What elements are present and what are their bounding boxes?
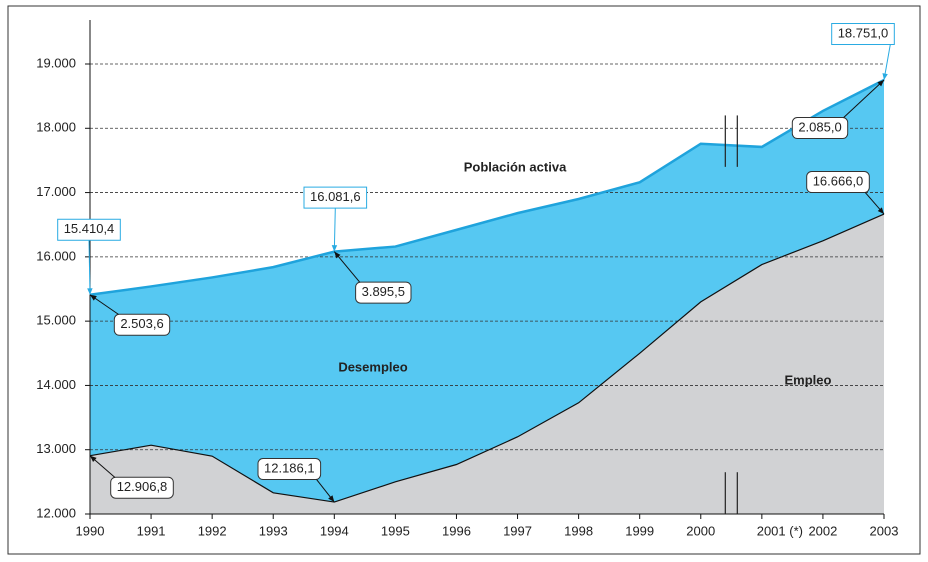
series-line <box>89 213 885 503</box>
x-tick-label: 1996 <box>442 523 471 538</box>
arrow-head <box>90 294 97 301</box>
chart-frame <box>7 5 921 555</box>
x-tick-label: 1991 <box>137 523 166 538</box>
x-tick-label: 1990 <box>76 523 105 538</box>
data-label: 15.410,4 <box>64 221 115 236</box>
area <box>90 80 884 503</box>
x-tick-label: 1998 <box>564 523 593 538</box>
label-box <box>791 117 849 140</box>
x-tick-label: 1992 <box>198 523 227 538</box>
y-tick-label: 12.000 <box>36 505 76 520</box>
x-tick-label: 1993 <box>259 523 288 538</box>
label-box <box>257 458 322 481</box>
data-label: 16.666,0 <box>813 173 864 188</box>
label-box <box>110 476 174 499</box>
data-label: 2.085,0 <box>798 119 841 134</box>
data-label: 12.906,8 <box>117 479 168 494</box>
arrow-head <box>331 245 338 252</box>
area-label: Empleo <box>785 372 832 387</box>
total-callout: 16.081,6 <box>303 186 368 252</box>
callout-arrow <box>333 208 336 252</box>
value-callout: 2.503,6 <box>89 294 171 336</box>
y-tick-label: 15.000 <box>36 313 76 328</box>
value-callout: 16.666,0 <box>806 171 885 215</box>
series-line <box>89 78 885 296</box>
value-callout: 3.895,5 <box>333 251 412 304</box>
callout-arrow <box>843 79 885 118</box>
arrow-head <box>334 251 341 259</box>
data-label: 3.895,5 <box>362 284 405 299</box>
value-callout: 12.186,1 <box>257 458 335 503</box>
value-callout: 2.085,0 <box>791 79 885 140</box>
arrow-head <box>882 73 888 81</box>
arrow-head <box>87 288 93 295</box>
y-tick-label: 18.000 <box>36 120 76 135</box>
y-tick-label: 17.000 <box>36 184 76 199</box>
data-label: 18.751,0 <box>838 25 889 40</box>
total-callout: 15.410,4 <box>57 218 121 295</box>
x-tick-label: 2001 (*) <box>757 523 803 538</box>
label-box <box>355 281 412 304</box>
x-tick-label: 2000 <box>686 523 715 538</box>
arrow-head <box>328 495 335 503</box>
callout-arrow <box>88 240 91 295</box>
data-label: 12.186,1 <box>264 460 315 475</box>
arrow-head <box>877 80 884 87</box>
label-box <box>113 313 171 336</box>
x-tick-label: 1995 <box>381 523 410 538</box>
y-tick-label: 16.000 <box>36 248 76 263</box>
data-label: 16.081,6 <box>310 189 361 204</box>
area-label: Población activa <box>464 159 567 174</box>
arrow-head <box>90 455 97 462</box>
callout-arrow <box>333 251 361 283</box>
x-tick-label: 1994 <box>320 523 349 538</box>
label-box <box>831 23 895 46</box>
x-tick-label: 1997 <box>503 523 532 538</box>
area-label: Desempleo <box>338 359 407 374</box>
arrow-head <box>877 207 884 215</box>
value-callout: 12.906,8 <box>89 455 174 499</box>
data-label: 2.503,6 <box>120 316 163 331</box>
y-tick-label: 13.000 <box>36 441 76 456</box>
area <box>90 214 884 515</box>
x-tick-label: 1999 <box>625 523 654 538</box>
x-tick-label: 2003 <box>870 523 899 538</box>
label-box <box>806 171 870 194</box>
y-tick-label: 14.000 <box>36 377 76 392</box>
x-tick-label: 2002 <box>808 523 837 538</box>
y-tick-label: 19.000 <box>36 55 76 70</box>
total-callout: 18.751,0 <box>831 23 895 81</box>
